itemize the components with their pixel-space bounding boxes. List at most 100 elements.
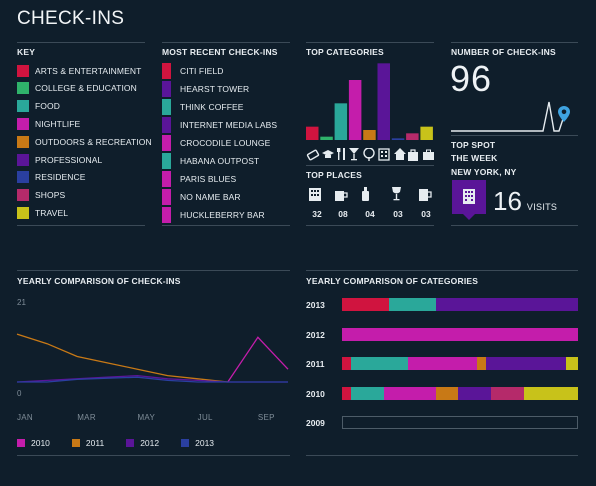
topplaces-heading: TOP PLACES (306, 170, 363, 180)
recent-item[interactable]: INTERNET MEDIA LABS (162, 116, 277, 133)
cocktail-icon (349, 148, 359, 161)
year-label: 2010 (306, 388, 325, 399)
key-label: NIGHTLIFE (35, 118, 81, 129)
key-list: ARTS & ENTERTAINMENT COLLEGE & EDUCATION F… (17, 64, 157, 224)
topcat-rule (306, 42, 434, 43)
ticket-icon (306, 149, 320, 161)
series-line (17, 376, 288, 383)
checkin-sparkline (451, 101, 570, 132)
recent-swatch (162, 62, 171, 79)
bar-segment (342, 386, 352, 400)
visits-label: VISITS (526, 202, 558, 212)
yearly-checkins-chart: 21 0 JAN MAR MAY JUL SEP (16, 298, 289, 422)
map-pin-icon (558, 106, 570, 122)
bar-segment (457, 386, 491, 400)
key-label: COLLEGE & EDUCATION (35, 83, 137, 94)
key-item: ARTS & ENTERTAINMENT (17, 64, 141, 77)
place-count: 03 (421, 209, 431, 219)
topspot-rule (451, 135, 578, 136)
topspot-venue-badge[interactable] (452, 180, 486, 220)
legend-label: 2011 (85, 438, 105, 448)
key-item: RESIDENCE (17, 171, 86, 184)
recent-item[interactable]: PARIS BLUES (162, 170, 236, 187)
key-item: TRAVEL (17, 206, 68, 219)
topcat-heading: TOP CATEGORIES (306, 47, 384, 57)
bar-segment (566, 357, 578, 370)
key-heading: KEY (17, 47, 36, 57)
recent-swatch (162, 188, 171, 205)
x-tick-label: MAY (137, 413, 155, 422)
x-tick-label: JUL (198, 413, 213, 422)
bar-segment (342, 357, 352, 370)
recent-item[interactable]: NO NAME BAR (162, 188, 241, 205)
recent-item[interactable]: HABANA OUTPOST (162, 152, 259, 169)
topspot-visits: 16 VISITS (493, 186, 557, 217)
recent-item[interactable]: CROCODILE LOUNGE (162, 134, 270, 151)
key-swatch (17, 82, 29, 95)
topplaces-rule (306, 165, 434, 166)
top-places-icons (309, 187, 432, 201)
legend-swatch (71, 439, 80, 447)
suitcase-icon (423, 149, 434, 160)
wine-glass-icon (392, 187, 401, 201)
x-tick-label: JAN (17, 413, 33, 422)
bar-segment (436, 298, 578, 311)
recent-list: CITI FIELD HEARST TOWER THINK COFFEE INTERN… (162, 62, 302, 227)
recent-item[interactable]: HEARST TOWER (162, 80, 249, 97)
series-line (227, 336, 289, 383)
key-label: FOOD (35, 101, 60, 112)
yearly-categories-rule (306, 270, 578, 271)
key-item: COLLEGE & EDUCATION (17, 82, 137, 95)
recent-item[interactable]: THINK COFFEE (162, 98, 244, 115)
year-label: 2011 (306, 359, 325, 369)
bar-segment (476, 357, 486, 370)
recent-swatch (162, 116, 171, 133)
category-bar (334, 103, 348, 140)
key-swatch (17, 117, 29, 130)
bar-segment (342, 327, 578, 341)
fork-knife-icon (337, 148, 345, 160)
recent-item[interactable]: CITI FIELD (162, 62, 224, 79)
key-label: TRAVEL (35, 207, 69, 218)
bar-segment (523, 386, 578, 400)
category-bar (377, 63, 390, 141)
house-icon (394, 148, 406, 160)
topspot-period: THE WEEK (451, 153, 498, 163)
stacked-bar (342, 357, 578, 370)
category-bar (320, 136, 333, 140)
bar-segment (408, 357, 477, 370)
place-count: 04 (365, 209, 375, 219)
page-title: CHECK-INS (17, 8, 125, 29)
bar-segment (485, 357, 567, 370)
tree-icon (363, 148, 375, 161)
recent-bottom-rule (162, 225, 290, 226)
yearly-checkins-rule (17, 270, 290, 271)
stacked-bar (342, 386, 578, 400)
count-rule (451, 42, 578, 43)
recent-item[interactable]: HUCKLEBERRY BAR (162, 206, 265, 223)
bar-segment (436, 386, 458, 400)
graduation-cap-icon (322, 150, 334, 158)
recent-label: CITI FIELD (180, 65, 224, 76)
legend-item: 2010 (17, 438, 50, 448)
legend-swatch (17, 439, 25, 447)
beer-mug-icon (419, 189, 432, 201)
place-count: 08 (338, 209, 348, 219)
yearly-categories-bottom-rule (306, 455, 578, 456)
year-label: 2009 (306, 418, 325, 428)
recent-label: HABANA OUTPOST (180, 155, 260, 166)
stacked-bar (342, 416, 578, 429)
key-rule (17, 42, 145, 43)
place-count: 03 (393, 209, 403, 219)
bar-segment (351, 386, 385, 400)
key-item: NIGHTLIFE (17, 117, 80, 130)
key-item: PROFESSIONAL (17, 153, 102, 166)
recent-swatch (162, 170, 171, 187)
legend-item: 2012 (126, 438, 159, 448)
badge-pointer (463, 214, 475, 220)
key-bottom-rule (17, 225, 145, 226)
count-heading: NUMBER OF CHECK-INS (451, 47, 556, 57)
key-swatch (17, 153, 29, 166)
key-item: OUTDOORS & RECREATION (17, 135, 152, 148)
beer-bottle-icon (362, 187, 369, 201)
